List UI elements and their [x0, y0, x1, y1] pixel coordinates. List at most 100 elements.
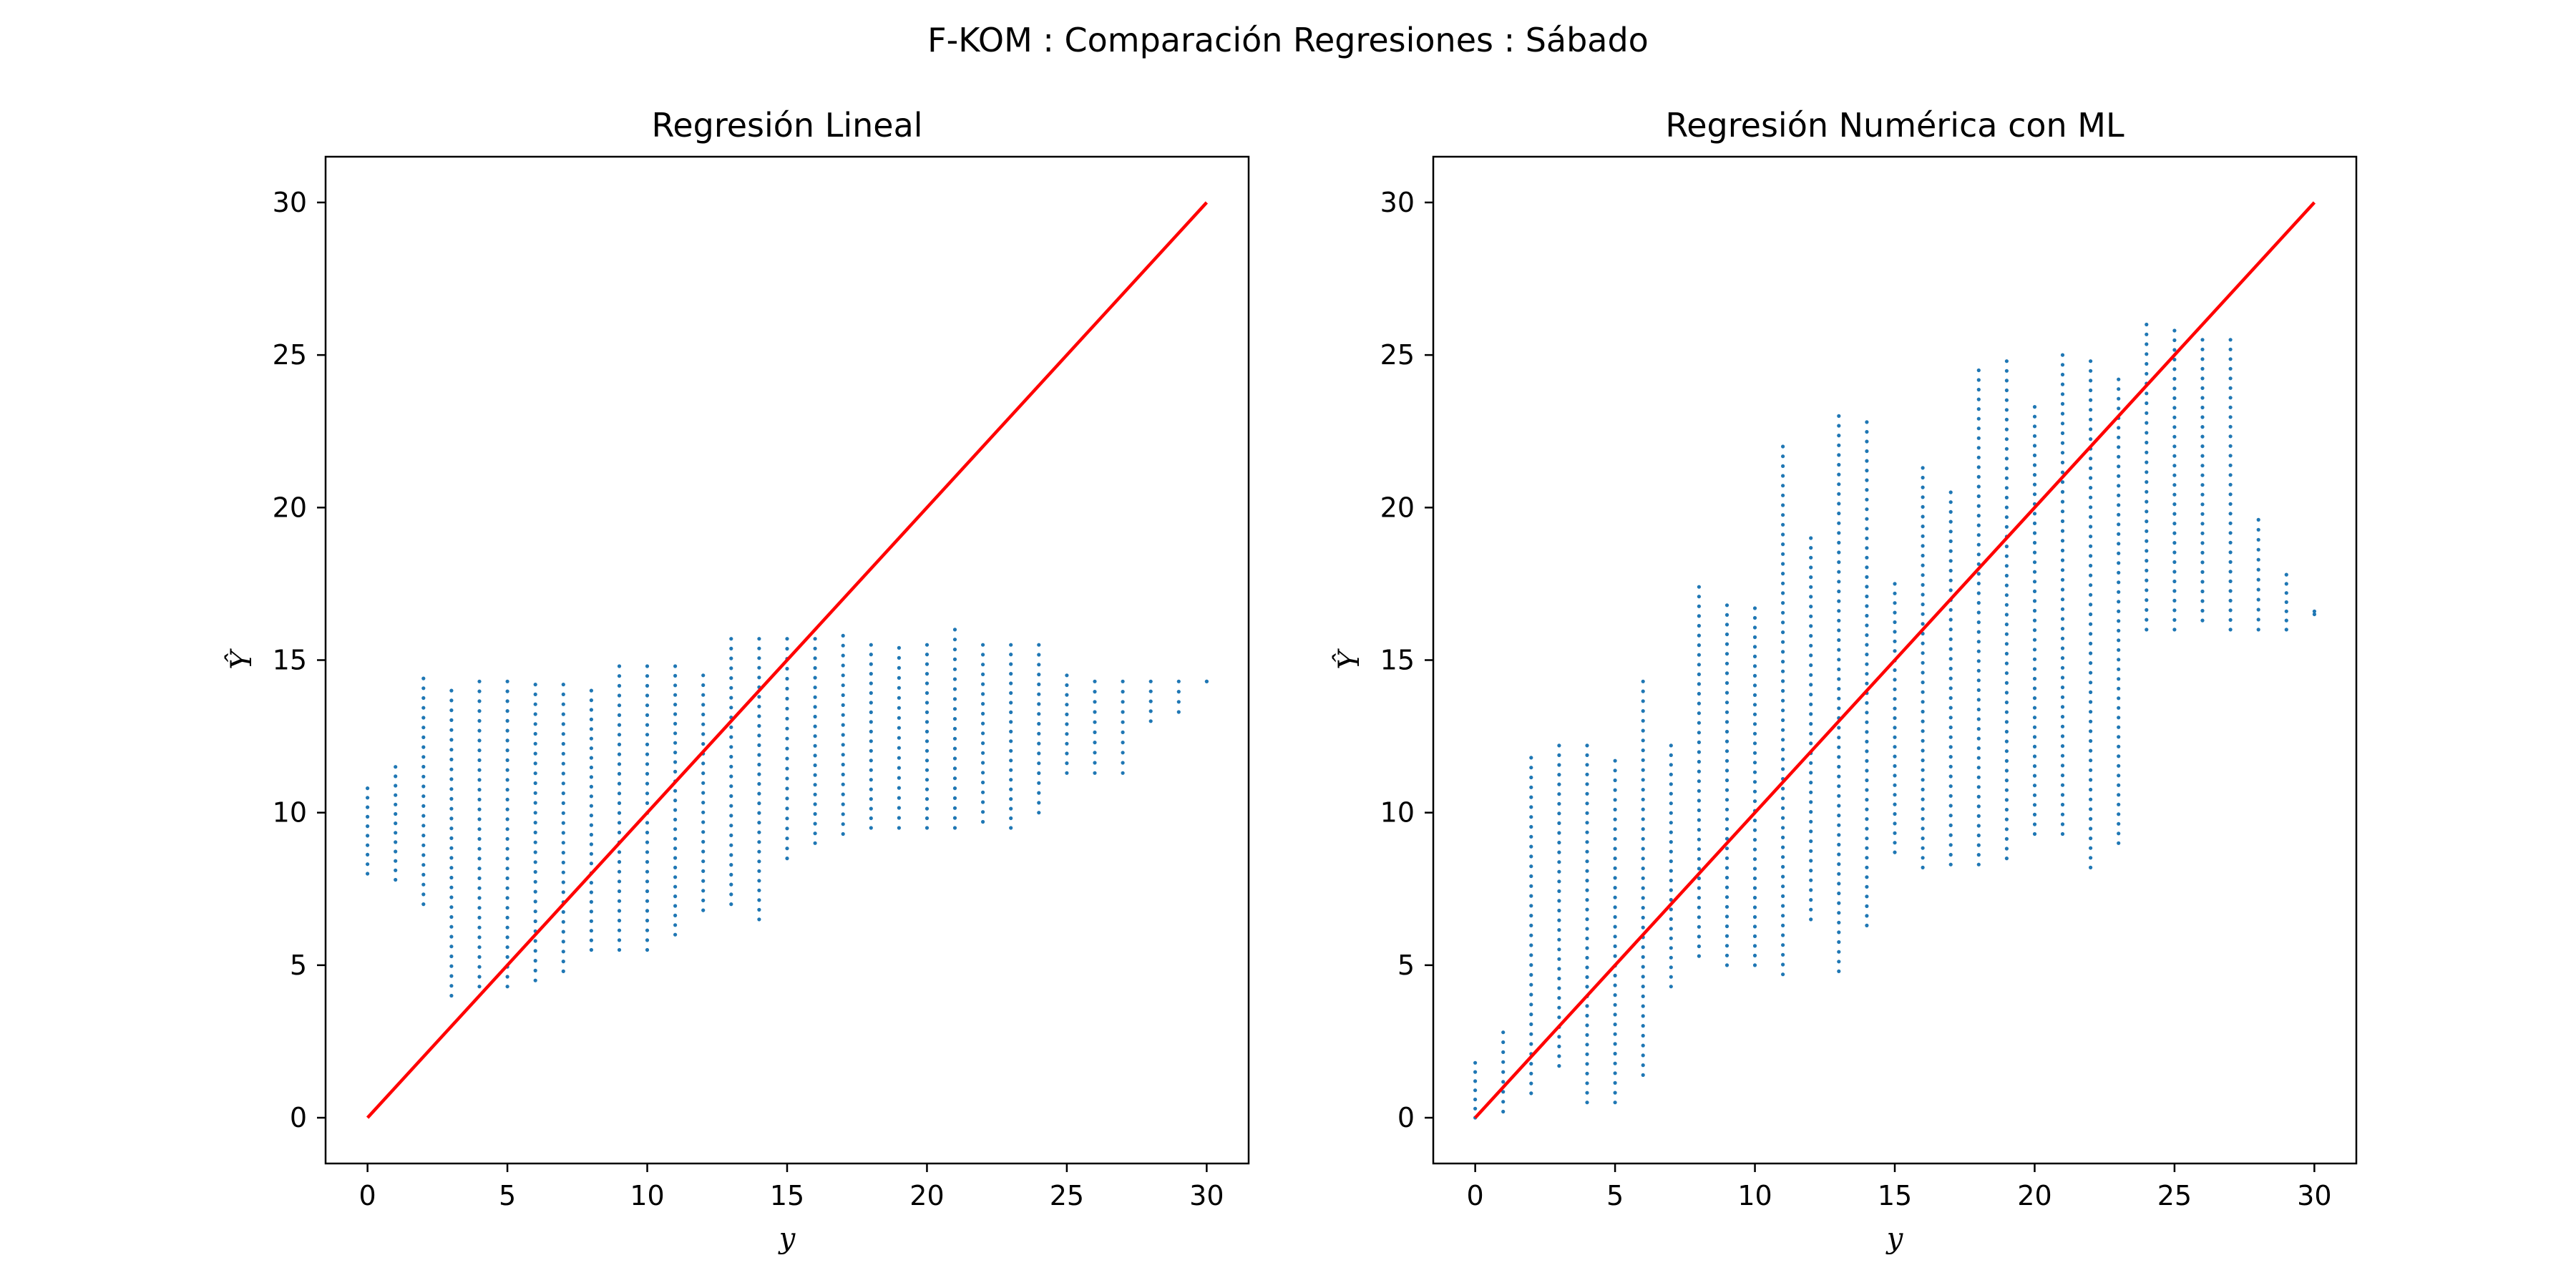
scatter-point [505, 679, 509, 683]
scatter-point [421, 794, 426, 799]
scatter-point [1976, 494, 1981, 499]
scatter-point [421, 784, 426, 789]
scatter-point [701, 742, 706, 746]
scatter-point [729, 872, 733, 877]
scatter-point [2200, 357, 2205, 361]
scatter-point [813, 665, 817, 670]
scatter-point [2060, 587, 2065, 592]
scatter-point [421, 745, 426, 749]
scatter-point [449, 945, 454, 949]
scatter-column [841, 633, 845, 836]
scatter-point [1781, 610, 1785, 615]
scatter-point [2117, 551, 2121, 555]
scatter-point [2145, 322, 2149, 327]
scatter-point [1009, 806, 1013, 811]
scatter-point [1009, 710, 1013, 715]
scatter-column [421, 676, 426, 907]
scatter-point [533, 712, 537, 716]
scatter-point [897, 826, 901, 830]
scatter-point [981, 682, 985, 686]
scatter-point [477, 758, 482, 762]
scatter-point [1837, 434, 1841, 438]
scatter-column [617, 664, 622, 952]
scatter-point [1037, 791, 1041, 795]
scatter-point [1837, 774, 1841, 779]
scatter-point [2004, 613, 2009, 617]
scatter-point [757, 714, 761, 718]
scatter-point [1865, 701, 1869, 705]
scatter-point [617, 918, 622, 923]
scatter-point [2089, 486, 2093, 490]
scatter-point [1921, 622, 1925, 626]
scatter-point [981, 702, 985, 706]
scatter-point [477, 955, 482, 959]
scatter-point [1585, 1101, 1589, 1105]
right-subplot-title: Regresión Numérica con ML [1665, 106, 2124, 145]
scatter-point [2117, 638, 2121, 643]
scatter-point [1093, 761, 1097, 765]
scatter-point [1752, 838, 1757, 842]
scatter-point [757, 637, 761, 641]
scatter-point [2060, 460, 2065, 465]
scatter-point [2004, 457, 2009, 461]
scatter-point [757, 801, 761, 806]
scatter-point [1613, 847, 1617, 851]
scatter-point [897, 726, 901, 730]
scatter-point [365, 824, 370, 829]
scatter-point [2004, 515, 2009, 519]
scatter-point [1865, 826, 1869, 831]
scatter-point [2060, 793, 2065, 797]
scatter-point [1641, 689, 1645, 693]
scatter-point [2060, 401, 2065, 406]
scatter-point [757, 656, 761, 660]
scatter-point [1976, 853, 1981, 857]
scatter-point [1641, 758, 1645, 762]
scatter-point [2145, 361, 2149, 366]
scatter-point [421, 863, 426, 867]
scatter-point [1837, 570, 1841, 574]
scatter-point [1809, 898, 1813, 902]
scatter-point [2004, 505, 2009, 509]
scatter-point [2004, 476, 2009, 480]
scatter-point [1865, 798, 1869, 802]
scatter-point [1976, 591, 1981, 595]
scatter-point [1752, 905, 1757, 909]
scatter-point [421, 814, 426, 818]
scatter-point [673, 721, 678, 726]
scatter-point [2004, 583, 2009, 587]
scatter-column [2284, 572, 2288, 632]
scatter-point [785, 726, 789, 731]
scatter-point [2032, 686, 2037, 691]
scatter-point [533, 968, 537, 972]
scatter-point [2032, 570, 2037, 574]
scatter-point [1893, 668, 1897, 673]
y-tick-label: 25 [1380, 339, 1415, 371]
scatter-point [1501, 1060, 1506, 1064]
scatter-point [1641, 1073, 1645, 1077]
scatter-point [2004, 691, 2009, 695]
scatter-point [2060, 715, 2065, 719]
scatter-point [1669, 763, 1673, 767]
scatter-point [1697, 595, 1701, 599]
scatter-point [1724, 720, 1729, 724]
scatter-point [2032, 676, 2037, 681]
scatter-point [1613, 769, 1617, 773]
scatter-point [1065, 761, 1069, 766]
scatter-point [1613, 807, 1617, 811]
scatter-point [1641, 994, 1645, 998]
scatter-point [561, 781, 565, 786]
scatter-point [1921, 592, 1925, 597]
scatter-column [1837, 414, 1841, 973]
scatter-point [1529, 1042, 1533, 1046]
scatter-point [1557, 937, 1561, 942]
scatter-point [2145, 509, 2149, 514]
scatter-point [2200, 589, 2205, 594]
scatter-point [785, 786, 789, 791]
scatter-point [2200, 386, 2205, 391]
scatter-point [1529, 834, 1533, 839]
scatter-point [1752, 953, 1757, 957]
scatter-point [589, 736, 594, 741]
scatter-point [2032, 405, 2037, 409]
scatter-point [841, 762, 845, 767]
scatter-point [1501, 1070, 1506, 1074]
